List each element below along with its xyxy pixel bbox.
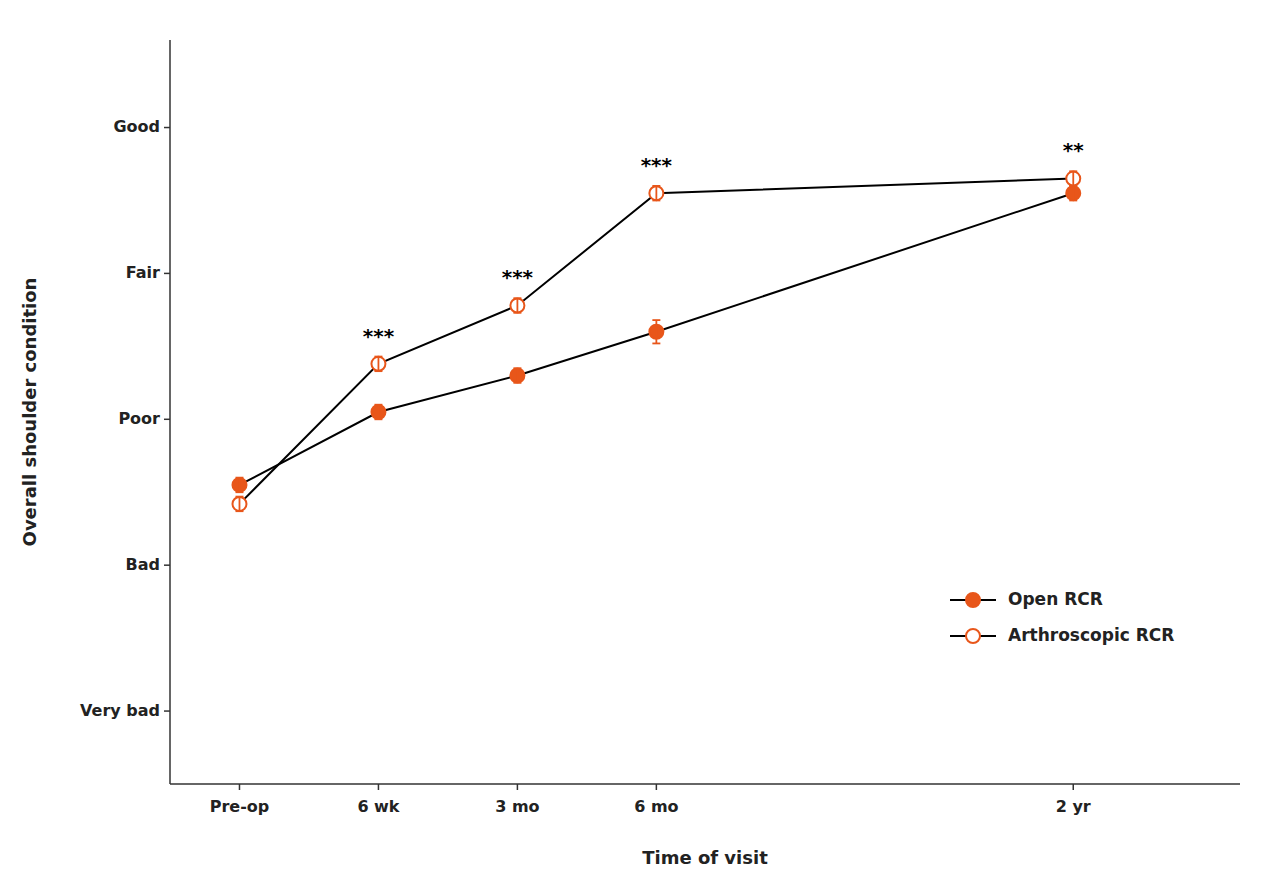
legend-marker xyxy=(966,593,980,607)
error-bar xyxy=(235,478,243,493)
error-bar-cap xyxy=(652,319,660,321)
legend-label: Arthroscopic RCR xyxy=(1008,625,1174,645)
y-axis-label: Overall shoulder condition xyxy=(19,278,40,547)
y-tick xyxy=(164,710,170,712)
error-bar-cap xyxy=(1069,170,1077,172)
error-bar xyxy=(1069,171,1077,186)
point xyxy=(1066,172,1080,186)
significance-label: *** xyxy=(363,324,395,348)
error-bar-cap xyxy=(235,510,243,512)
chart: Very bad Bad Poor Fair Good Pre-op 6 wk 3 mo 6 m… xyxy=(0,0,1280,894)
error-bar-stem xyxy=(239,478,241,493)
y-tick xyxy=(164,564,170,566)
error-bar-stem xyxy=(517,368,519,383)
y-tick-label: Fair xyxy=(126,263,160,282)
x-tick-label: 3 mo xyxy=(495,797,539,816)
y-tick xyxy=(164,419,170,421)
point xyxy=(510,299,524,313)
x-tick-label: 2 yr xyxy=(1056,797,1091,816)
error-bar-cap xyxy=(374,356,382,358)
legend-label: Open RCR xyxy=(1008,589,1103,609)
significance-label: *** xyxy=(641,153,673,177)
error-bar-cap xyxy=(513,382,521,384)
x-tick xyxy=(517,784,519,790)
x-tick xyxy=(1072,784,1074,790)
y-tick-label: Bad xyxy=(126,555,160,574)
error-bar-cap xyxy=(513,297,521,299)
y-tick-label: Very bad xyxy=(80,701,160,720)
error-bar-cap xyxy=(513,367,521,369)
x-tick-label: 6 mo xyxy=(634,797,678,816)
error-bar-cap xyxy=(1069,200,1077,202)
y-tick-label: Poor xyxy=(118,409,160,428)
significance-label: ** xyxy=(1063,138,1084,162)
error-bar-stem xyxy=(1072,186,1074,201)
y-axis-line xyxy=(169,40,171,784)
error-bar-stem xyxy=(378,405,380,420)
error-bar-stem xyxy=(378,357,380,372)
error-bar xyxy=(513,298,521,313)
plot-area xyxy=(232,171,1080,511)
error-bar xyxy=(374,357,382,372)
error-bar xyxy=(652,320,660,343)
error-bar-cap xyxy=(1069,185,1077,187)
series-line xyxy=(239,193,1073,485)
x-tick-label: Pre-op xyxy=(210,797,270,816)
point xyxy=(232,497,246,511)
error-bar-stem xyxy=(239,497,241,512)
error-bar-cap xyxy=(652,185,660,187)
significance-label: *** xyxy=(502,265,534,289)
series-line xyxy=(239,179,1073,504)
error-bar-cap xyxy=(374,418,382,420)
error-bar xyxy=(513,368,521,383)
error-bar-cap xyxy=(374,370,382,372)
error-bar-cap xyxy=(513,312,521,314)
x-tick-label: 6 wk xyxy=(357,797,399,816)
point xyxy=(371,357,385,371)
error-bar-cap xyxy=(652,343,660,345)
point xyxy=(649,186,663,200)
x-tick xyxy=(656,784,658,790)
point xyxy=(1066,186,1080,200)
point xyxy=(371,405,385,419)
error-bar-cap xyxy=(374,404,382,406)
error-bar-stem xyxy=(1072,171,1074,186)
legend: Open RCR Arthroscopic RCR xyxy=(950,589,1174,645)
error-bar xyxy=(374,405,382,420)
error-bar-cap xyxy=(235,496,243,498)
point xyxy=(510,369,524,383)
x-tick xyxy=(378,784,380,790)
error-bar-cap xyxy=(235,477,243,479)
error-bar-cap xyxy=(1069,185,1077,187)
y-tick xyxy=(164,273,170,275)
x-axis-label: Time of visit xyxy=(642,847,768,868)
error-bar-stem xyxy=(517,298,519,313)
x-tick xyxy=(239,784,241,790)
error-bar-stem xyxy=(655,186,657,201)
error-bar xyxy=(1069,186,1077,201)
x-axis-line xyxy=(170,783,1240,785)
error-bar xyxy=(652,186,660,201)
legend-marker xyxy=(966,629,980,643)
y-tick xyxy=(164,127,170,129)
error-bar-cap xyxy=(652,200,660,202)
error-bar xyxy=(235,497,243,512)
error-bar-cap xyxy=(235,491,243,493)
point xyxy=(232,478,246,492)
y-tick-label: Good xyxy=(113,117,160,136)
error-bar-stem xyxy=(655,320,657,343)
